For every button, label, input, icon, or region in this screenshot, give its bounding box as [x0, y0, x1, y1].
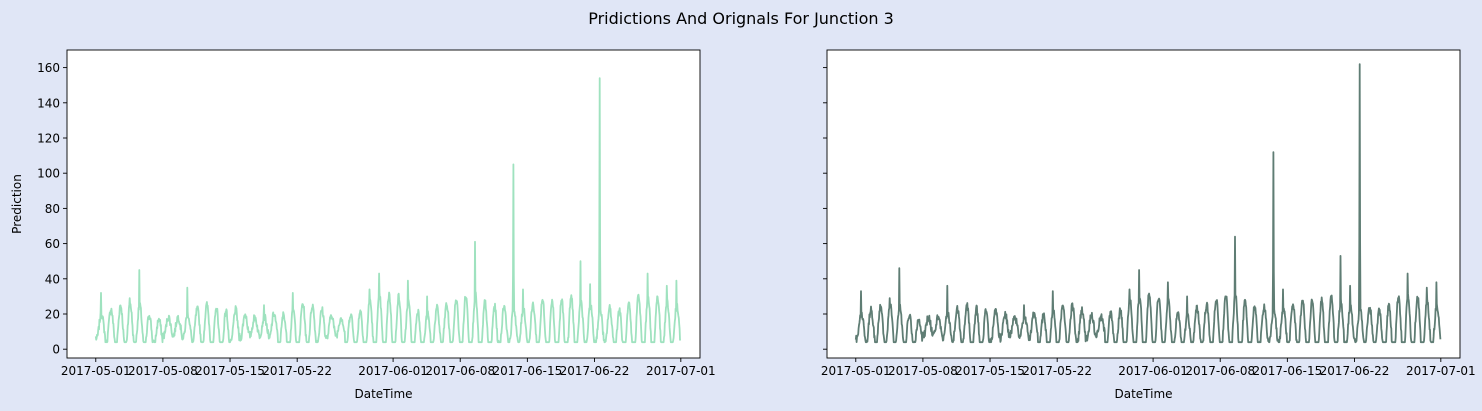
left-panel-axes: 0 20 40 60 80 100 120 140 160 2017-05-012017-05-0…: [10, 49, 716, 401]
y-tick-label: 20: [45, 308, 60, 322]
x-tick-label: 2017-06-01: [358, 364, 428, 378]
x-axis-label: DateTime: [354, 387, 412, 401]
x-tick-label: 2017-06-08: [425, 364, 495, 378]
x-tick-label: 2017-05-01: [61, 364, 131, 378]
plot-area: [67, 50, 700, 358]
x-tick-label: 2017-05-08: [888, 364, 958, 378]
series-line: [94, 77, 682, 344]
x-tick-label: 2017-05-22: [1022, 364, 1092, 378]
y-tick-label: 160: [37, 61, 60, 75]
series-line: [854, 63, 1442, 344]
y-tick-label: 100: [37, 167, 60, 181]
x-tick-label: 2017-07-01: [646, 364, 716, 378]
x-tick-label: 2017-06-22: [1320, 364, 1390, 378]
right-panel-axes: 2017-05-012017-05-082017-05-152017-05-22…: [821, 49, 1476, 401]
y-tick-label: 140: [37, 96, 60, 110]
x-tick-label: 2017-07-01: [1406, 364, 1476, 378]
axes-frame: [66, 49, 701, 359]
x-tick-label: 2017-06-22: [560, 364, 630, 378]
x-tick-label: 2017-06-15: [1252, 364, 1322, 378]
figure-title: Pridictions And Orignals For Junction 3: [588, 9, 894, 28]
x-tick-label: 2017-05-15: [195, 364, 265, 378]
x-tick-label: 2017-05-15: [955, 364, 1025, 378]
x-tick-label: 2017-05-22: [262, 364, 332, 378]
y-tick-label: 80: [45, 202, 60, 216]
y-tick-label: 60: [45, 237, 60, 251]
axes-frame: [826, 49, 1461, 359]
y-tick-label: 40: [45, 272, 60, 286]
y-tick-label: 120: [37, 132, 60, 146]
x-tick-label: 2017-06-15: [492, 364, 562, 378]
x-tick-label: 2017-06-01: [1118, 364, 1188, 378]
plot-area: [827, 50, 1460, 358]
x-tick-label: 2017-06-08: [1185, 364, 1255, 378]
y-tick-label: 0: [52, 343, 60, 357]
y-axis-label: Prediction: [10, 174, 24, 234]
x-tick-label: 2017-05-08: [128, 364, 198, 378]
x-axis-label: DateTime: [1114, 387, 1172, 401]
x-tick-label: 2017-05-01: [821, 364, 891, 378]
